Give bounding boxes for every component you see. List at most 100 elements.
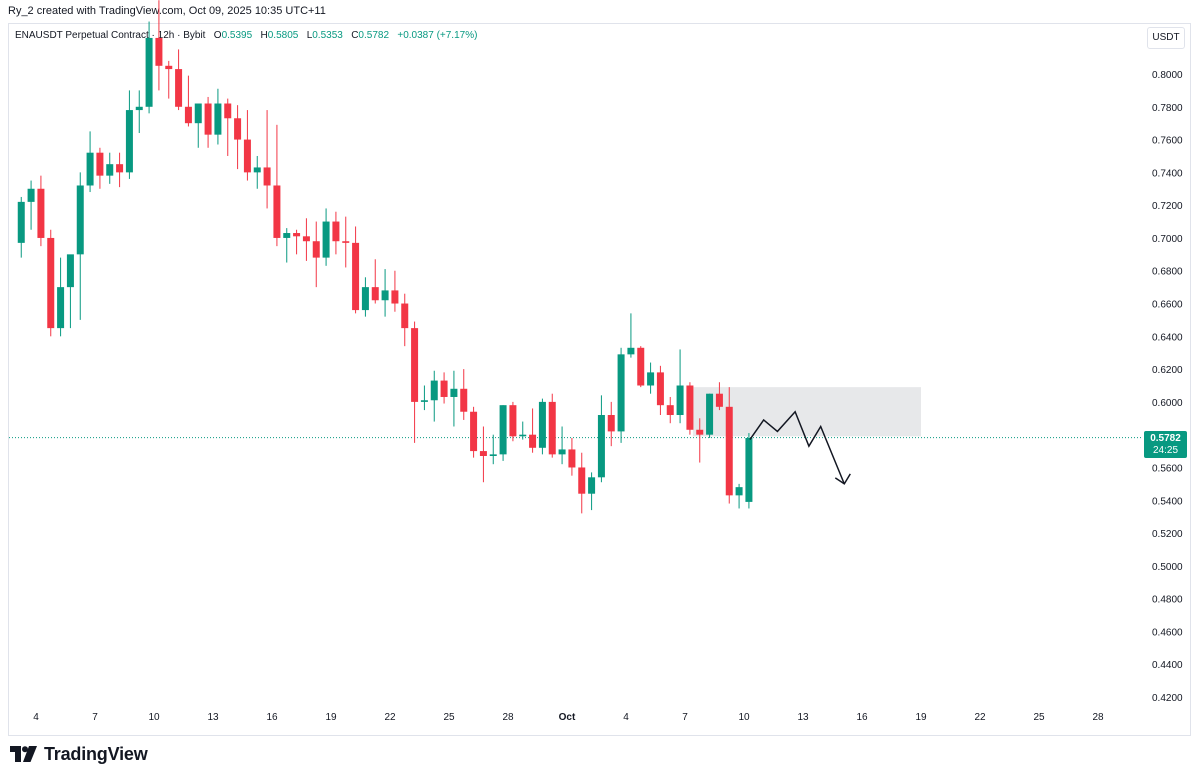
candle	[214, 88, 222, 145]
x-tick-label: 7	[682, 712, 688, 723]
candle-body	[479, 451, 487, 456]
candle	[548, 393, 556, 458]
candle	[361, 277, 369, 317]
candle	[597, 395, 605, 483]
candle	[96, 147, 104, 189]
candle-body	[204, 103, 212, 135]
candle-body	[273, 185, 281, 238]
candle	[86, 131, 94, 193]
x-tick-label: 25	[443, 712, 455, 723]
x-tick-label: 19	[915, 712, 927, 723]
projection-arrowhead	[834, 473, 851, 485]
candle-body	[135, 106, 143, 111]
y-tick-label: 0.8000	[1152, 70, 1183, 81]
candle	[342, 216, 350, 268]
candle	[725, 387, 733, 504]
candle-body	[578, 467, 586, 494]
candle-body	[214, 103, 222, 135]
candle	[470, 406, 478, 458]
candle	[37, 175, 45, 247]
candle	[617, 347, 625, 443]
candle-body	[647, 372, 655, 386]
candle-body	[568, 449, 576, 468]
x-tick-label: 22	[974, 712, 986, 723]
candle	[460, 369, 468, 420]
candle	[76, 172, 84, 320]
candle-body	[637, 347, 645, 386]
candle-body	[725, 406, 733, 496]
candle	[283, 228, 291, 263]
y-tick-label: 0.4400	[1152, 660, 1183, 671]
candle-body	[332, 221, 340, 242]
high-label: H	[260, 30, 268, 41]
candle-body	[538, 401, 546, 448]
candle-body	[696, 429, 704, 435]
tradingview-logo: TradingView	[10, 744, 148, 764]
candle	[529, 408, 537, 453]
candle-body	[283, 233, 291, 238]
candle-body	[371, 287, 379, 301]
candle-body	[76, 185, 84, 255]
candle	[322, 208, 330, 266]
candle	[106, 152, 114, 184]
x-tick-label: 16	[856, 712, 868, 723]
x-tick-label: 22	[384, 712, 396, 723]
candle-body	[175, 69, 183, 107]
candle	[194, 103, 202, 148]
y-tick-label: 0.7800	[1152, 103, 1183, 114]
y-tick-label: 0.4800	[1152, 595, 1183, 606]
candle-body	[440, 380, 448, 397]
candle	[116, 152, 124, 188]
candle	[263, 110, 271, 209]
candle	[332, 211, 340, 255]
candle-body	[27, 188, 35, 202]
candle	[17, 196, 25, 258]
candle	[125, 90, 133, 179]
candle-body	[588, 477, 596, 494]
y-tick-label: 0.6000	[1152, 398, 1183, 409]
candle	[450, 370, 458, 427]
candle	[234, 105, 242, 170]
y-tick-label: 0.6200	[1152, 365, 1183, 376]
x-tick-label: 7	[92, 712, 98, 723]
candle	[352, 226, 360, 314]
x-tick-label: 4	[33, 712, 39, 723]
y-tick-label: 0.6400	[1152, 332, 1183, 343]
change-value: +0.0387 (+7.17%)	[397, 30, 478, 41]
candle	[243, 110, 251, 181]
y-tick-label: 0.7000	[1152, 234, 1183, 245]
candle	[47, 229, 55, 337]
candle-body	[656, 372, 664, 406]
candle-body	[234, 118, 242, 140]
candle-body	[676, 385, 684, 416]
currency-button[interactable]: USDT	[1147, 27, 1185, 49]
candle-body	[57, 287, 65, 329]
candle	[57, 257, 65, 337]
candle-body	[47, 237, 55, 329]
candle-body	[243, 139, 251, 173]
candle	[371, 259, 379, 304]
candle-body	[361, 287, 369, 311]
y-tick-label: 0.4200	[1152, 693, 1183, 704]
candle-body	[597, 415, 605, 478]
candle-body	[607, 415, 615, 432]
candle-body	[342, 241, 350, 243]
candle	[381, 269, 389, 317]
candle	[420, 385, 428, 411]
candle	[489, 434, 497, 465]
y-tick-label: 0.7400	[1152, 168, 1183, 179]
candle	[656, 365, 664, 416]
candle-body	[627, 347, 635, 355]
candle	[411, 321, 419, 443]
candle	[479, 426, 487, 483]
candle-body	[165, 65, 173, 70]
x-tick-label: 4	[623, 712, 629, 723]
candle	[273, 124, 281, 247]
candle-body	[470, 411, 478, 452]
candlestick-chart[interactable]: 0.8000 0.7800 0.7600 0.7400 0.7200 0.7000 0.68…	[0, 0, 1199, 740]
x-tick-label: 13	[797, 712, 809, 723]
x-tick-label: 10	[738, 712, 750, 723]
candle-body	[548, 401, 556, 455]
candle-body	[460, 388, 468, 412]
x-tick-label: 28	[502, 712, 514, 723]
